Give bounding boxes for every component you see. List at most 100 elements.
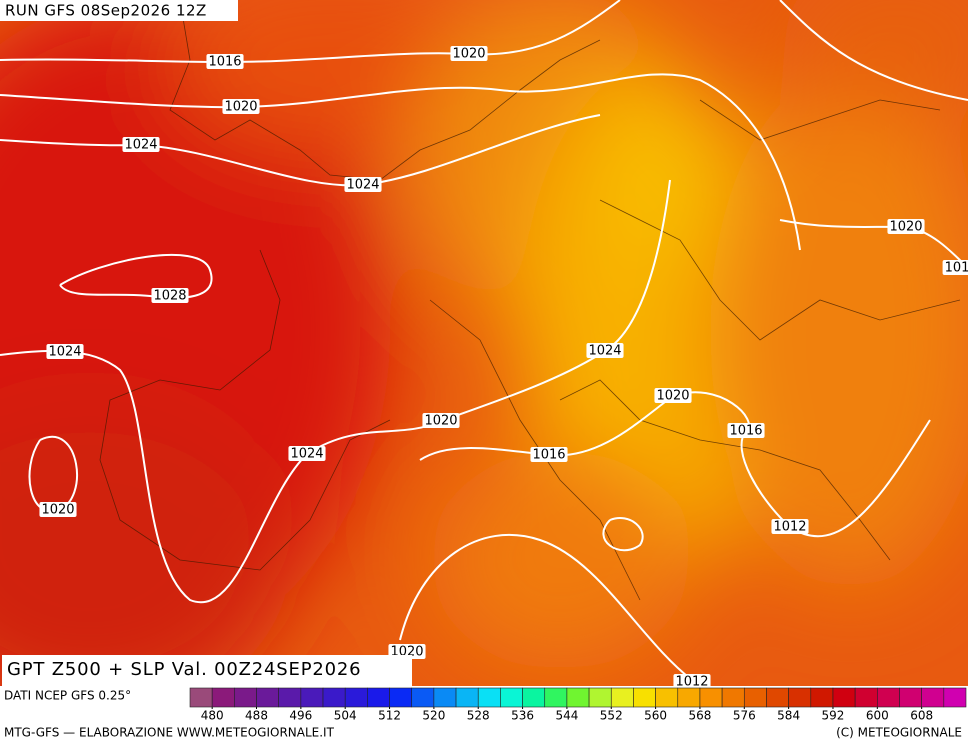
colorbar-tick-label: 488 bbox=[245, 709, 268, 723]
colorbar-box bbox=[832, 687, 856, 708]
isobar-label-box bbox=[727, 423, 765, 438]
colorbar-tick-label: 512 bbox=[378, 709, 401, 723]
isobar-label: 1020 bbox=[452, 47, 485, 62]
isobar-label-box bbox=[39, 502, 77, 517]
isobar-label: 1020 bbox=[656, 389, 689, 404]
colorbar-box bbox=[810, 687, 834, 708]
colorbar-box bbox=[278, 687, 302, 708]
colorbar-tick-label: 600 bbox=[866, 709, 889, 723]
isobar-label-box bbox=[288, 446, 326, 461]
colorbar-box bbox=[211, 687, 235, 708]
colorbar-tick-label: 528 bbox=[467, 709, 490, 723]
colorbar-box bbox=[344, 687, 368, 708]
map-title: GPT Z500 + SLP Val. 00Z24SEP2026 bbox=[7, 659, 361, 680]
colorbar-tick-label: 544 bbox=[555, 709, 578, 723]
colorbar-box bbox=[256, 687, 279, 708]
isobar-label-box bbox=[530, 447, 568, 462]
isobar-label-box bbox=[206, 54, 244, 69]
isobar-label: 1024 bbox=[124, 138, 157, 153]
colorbar-box bbox=[743, 687, 767, 708]
colorbar-box bbox=[322, 687, 346, 708]
colorbar: 480 488 496 504 512 520 528 536 544 552 560 568 576 5… bbox=[189, 687, 967, 723]
isobar-label: 1012 bbox=[773, 520, 806, 535]
isobar-label: 1016 bbox=[208, 55, 241, 70]
isobar-label-box bbox=[46, 344, 84, 359]
colorbar-tick-label: 520 bbox=[422, 709, 445, 723]
colorbar-tick-label: 592 bbox=[822, 709, 845, 723]
colorbar-tick-label: 608 bbox=[910, 709, 933, 723]
isobar-label-box bbox=[673, 674, 711, 686]
isobar-label-box bbox=[654, 388, 692, 403]
colorbar-tick-label: 496 bbox=[289, 709, 312, 723]
colorbar-box bbox=[522, 687, 546, 708]
source-label: DATI NCEP GFS 0.25° bbox=[4, 689, 131, 703]
colorbar-box bbox=[367, 687, 390, 708]
isobar-label-box bbox=[771, 519, 809, 534]
colorbar-tick-label: 560 bbox=[644, 709, 667, 723]
colorbar-box bbox=[699, 687, 723, 708]
isobar-label: 1024 bbox=[48, 345, 81, 360]
isobar-label: 1020 bbox=[41, 503, 74, 518]
colorbar-box bbox=[389, 687, 413, 708]
isobar-label: 1028 bbox=[153, 289, 186, 304]
colorbar-box bbox=[655, 687, 679, 708]
isobar-label: 1012 bbox=[675, 675, 708, 690]
isobar-label: 1016 bbox=[729, 424, 762, 439]
title-box bbox=[2, 655, 412, 686]
isobar-label-box bbox=[942, 260, 968, 275]
isobar-label-box bbox=[151, 288, 189, 303]
isobar-label: 1024 bbox=[346, 178, 379, 193]
run-box bbox=[0, 0, 238, 21]
isobar-label: 1020 bbox=[424, 414, 457, 429]
colorbar-box bbox=[788, 687, 812, 708]
copyright-label: (C) METEOGIORNALE bbox=[836, 726, 962, 740]
colorbar-tick-label: 576 bbox=[733, 709, 756, 723]
colorbar-box bbox=[854, 687, 878, 708]
colorbar-tick-label: 568 bbox=[688, 709, 711, 723]
colorbar-box bbox=[943, 687, 967, 708]
colorbar-box bbox=[588, 687, 612, 708]
colorbar-tick-label: 552 bbox=[600, 709, 623, 723]
run-label: RUN GFS 08Sep2026 12Z bbox=[5, 2, 207, 20]
colorbar-tick-label: 480 bbox=[201, 709, 224, 723]
colorbar-box bbox=[566, 687, 590, 708]
isobar-label-box bbox=[450, 46, 488, 61]
colorbar-box bbox=[455, 687, 479, 708]
isobar-label-box bbox=[422, 413, 460, 428]
isobar-label: 1020 bbox=[889, 220, 922, 235]
colorbar-box bbox=[500, 687, 523, 708]
colorbar-tick-label: 504 bbox=[334, 709, 357, 723]
colorbar-box bbox=[766, 687, 789, 708]
colorbar-box bbox=[921, 687, 945, 708]
coastlines bbox=[99, 0, 961, 601]
height-field bbox=[0, 0, 968, 686]
colorbar-box bbox=[411, 687, 435, 708]
colorbar-box bbox=[234, 687, 257, 708]
colorbar-box bbox=[610, 687, 634, 708]
map: 1020 1016 1020 1024 1024 1020 101 1028 1024 1024 1… bbox=[0, 0, 968, 690]
colorbar-box bbox=[721, 687, 745, 708]
colorbar-box bbox=[899, 687, 922, 708]
isobar-label-box bbox=[887, 219, 925, 234]
colorbar-tick-label: 536 bbox=[511, 709, 534, 723]
isobar-label-box bbox=[122, 137, 160, 152]
colorbar-box bbox=[300, 687, 324, 708]
colorbar-box bbox=[477, 687, 501, 708]
colorbar-tick-label: 584 bbox=[777, 709, 800, 723]
colorbar-box bbox=[433, 687, 457, 708]
colorbar-box bbox=[677, 687, 701, 708]
isobar-label: 1024 bbox=[588, 344, 621, 359]
isobar-label-box bbox=[344, 177, 382, 192]
isobar-label: 101 bbox=[945, 261, 968, 276]
colorbar-box bbox=[189, 687, 213, 708]
colorbar-box bbox=[544, 687, 568, 708]
isobar-label: 1020 bbox=[224, 100, 257, 115]
credits-label: MTG-GFS — ELABORAZIONE WWW.METEOGIORNALE… bbox=[4, 726, 335, 740]
colorbar-box bbox=[633, 687, 656, 708]
isobar-label-box bbox=[586, 343, 624, 358]
isobar-label-box bbox=[222, 99, 260, 114]
isobar-label: 1016 bbox=[532, 448, 565, 463]
isobar-label: 1024 bbox=[290, 447, 323, 462]
colorbar-box bbox=[877, 687, 900, 708]
